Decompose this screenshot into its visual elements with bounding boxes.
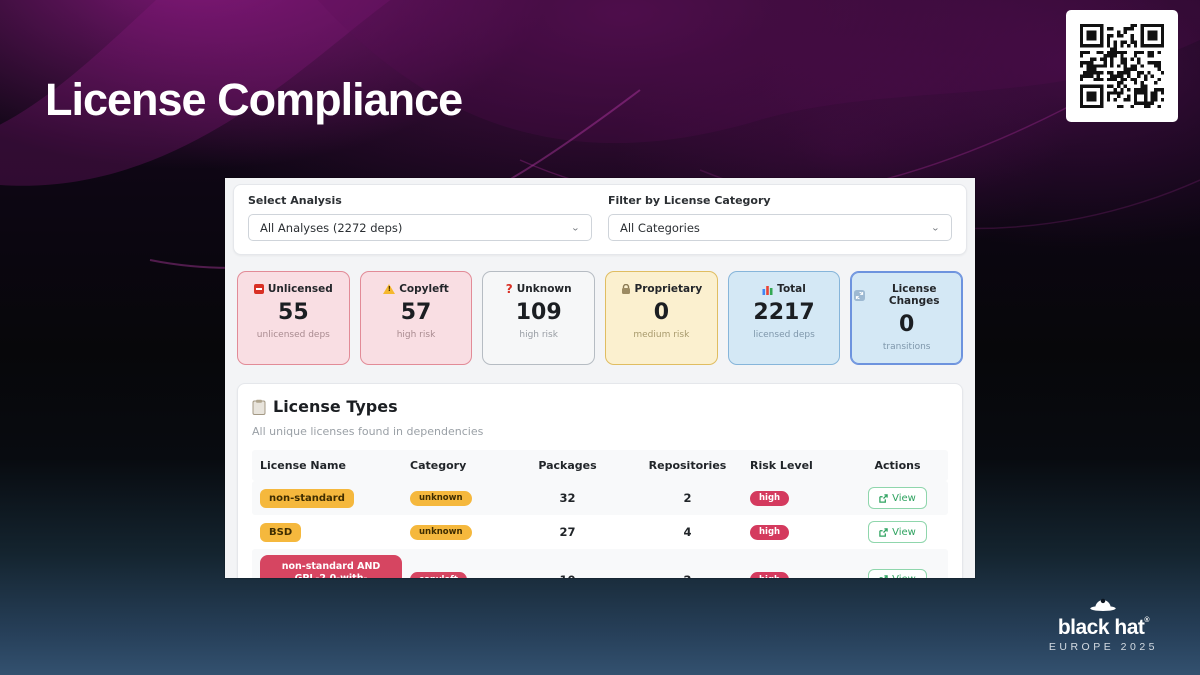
table-row: BSD unknown 27 4 high View: [252, 515, 948, 549]
analysis-select-value: All Analyses (2272 deps): [260, 220, 403, 235]
clipboard-icon: [252, 399, 266, 415]
packages-count: 32: [559, 491, 576, 505]
chevron-down-icon: ⌄: [930, 222, 940, 233]
chevron-down-icon: ⌄: [570, 222, 580, 233]
category-select[interactable]: All Categories ⌄: [608, 214, 952, 241]
packages-count: 27: [559, 525, 576, 539]
risk-badge: high: [750, 490, 790, 506]
license-types-card: License Types All unique licenses found …: [237, 383, 963, 578]
license-types-subtitle: All unique licenses found in dependencie…: [252, 425, 484, 438]
category-filter-group: Filter by License Category All Categorie…: [608, 194, 952, 241]
stat-subtext: licensed deps: [753, 330, 815, 340]
risk-badge: high: [750, 572, 790, 578]
blackhat-hat-icon: [1090, 598, 1117, 611]
license-table: License Name Category Packages Repositor…: [252, 450, 948, 578]
view-button[interactable]: View: [868, 568, 927, 578]
col-repositories: Repositories: [648, 459, 727, 472]
stat-card-copyleft: Copyleft 57 high risk: [359, 271, 473, 365]
license-name-badge: BSD: [260, 522, 302, 542]
repositories-count: 2: [625, 573, 750, 578]
license-name-badge: non-standard: [260, 488, 354, 508]
stats-row: Unlicensed 55 unlicensed deps Copyleft 5…: [237, 271, 964, 365]
license-dashboard-panel: Select Analysis All Analyses (2272 deps)…: [225, 178, 975, 578]
col-risk-level: Risk Level: [750, 459, 813, 472]
qr-code: [1066, 10, 1178, 122]
external-link-icon: [879, 527, 888, 537]
refresh-icon: [854, 289, 866, 301]
stat-card-unlicensed: Unlicensed 55 unlicensed deps: [237, 271, 350, 365]
repositories-count: 4: [683, 525, 692, 539]
stat-label: Total: [777, 283, 806, 295]
repositories-count: 2: [683, 491, 692, 505]
filter-bar: Select Analysis All Analyses (2272 deps)…: [233, 184, 967, 255]
stat-label: Proprietary: [634, 283, 703, 295]
table-header-row: License Name Category Packages Repositor…: [252, 450, 948, 481]
stat-label: License Changes: [888, 283, 940, 307]
blackhat-logo: black hat® EUROPE 2025: [1049, 595, 1158, 653]
category-filter-label: Filter by License Category: [608, 194, 771, 207]
stat-subtext: high risk: [396, 330, 436, 340]
view-button[interactable]: View: [868, 521, 927, 543]
stat-value: 55: [278, 300, 309, 325]
page-title: License Compliance: [45, 74, 463, 125]
stat-card-total: Total 2217 licensed deps: [727, 271, 841, 365]
question-icon: ?: [505, 282, 513, 296]
stat-value: 2217: [753, 300, 815, 325]
col-actions: Actions: [874, 459, 921, 472]
bar-chart-icon: [762, 284, 773, 295]
stat-subtext: medium risk: [633, 330, 690, 340]
external-link-icon: [879, 493, 888, 503]
analysis-select[interactable]: All Analyses (2272 deps) ⌄: [248, 214, 592, 241]
stat-label: Unlicensed: [267, 283, 333, 295]
col-packages: Packages: [538, 459, 597, 472]
stat-value: 0: [653, 300, 669, 325]
table-row: non-standard AND GPL-2.0-with-classpath-…: [252, 549, 948, 578]
external-link-icon: [879, 575, 888, 578]
stat-value: 0: [899, 312, 915, 337]
packages-count: 10: [510, 573, 625, 578]
category-pill: unknown: [410, 524, 472, 540]
stat-card-proprietary: Proprietary 0 medium risk: [605, 271, 718, 365]
stat-label: Copyleft: [399, 283, 449, 295]
stat-value: 57: [400, 300, 432, 325]
col-license-name: License Name: [260, 459, 346, 472]
analysis-filter-label: Select Analysis: [248, 194, 342, 207]
stat-subtext: transitions: [882, 342, 931, 352]
license-types-title: License Types: [273, 397, 398, 416]
table-row: non-standard unknown 32 2 high View: [252, 481, 948, 515]
stat-card-unknown: ? Unknown 109 high risk: [482, 271, 596, 365]
stat-subtext: high risk: [519, 330, 558, 340]
no-entry-icon: [253, 284, 264, 294]
warning-icon: [383, 284, 396, 294]
category-select-value: All Categories: [620, 220, 700, 235]
stat-value: 109: [515, 300, 562, 325]
event-name: EUROPE 2025: [1048, 641, 1158, 653]
risk-badge: high: [750, 524, 790, 540]
lock-icon: [621, 283, 631, 295]
stat-label: Unknown: [516, 283, 572, 295]
analysis-filter-group: Select Analysis All Analyses (2272 deps)…: [248, 194, 592, 241]
license-name-badge: non-standard AND GPL-2.0-with-classpath-…: [260, 555, 402, 578]
category-pill: unknown: [410, 490, 472, 506]
col-category: Category: [410, 459, 467, 472]
category-pill: copyleft: [410, 572, 467, 578]
stat-subtext: unlicensed deps: [256, 330, 330, 340]
trademark-symbol: ®: [1144, 617, 1150, 624]
stat-card-license-changes: License Changes 0 transitions: [850, 271, 964, 365]
view-button[interactable]: View: [868, 487, 927, 509]
